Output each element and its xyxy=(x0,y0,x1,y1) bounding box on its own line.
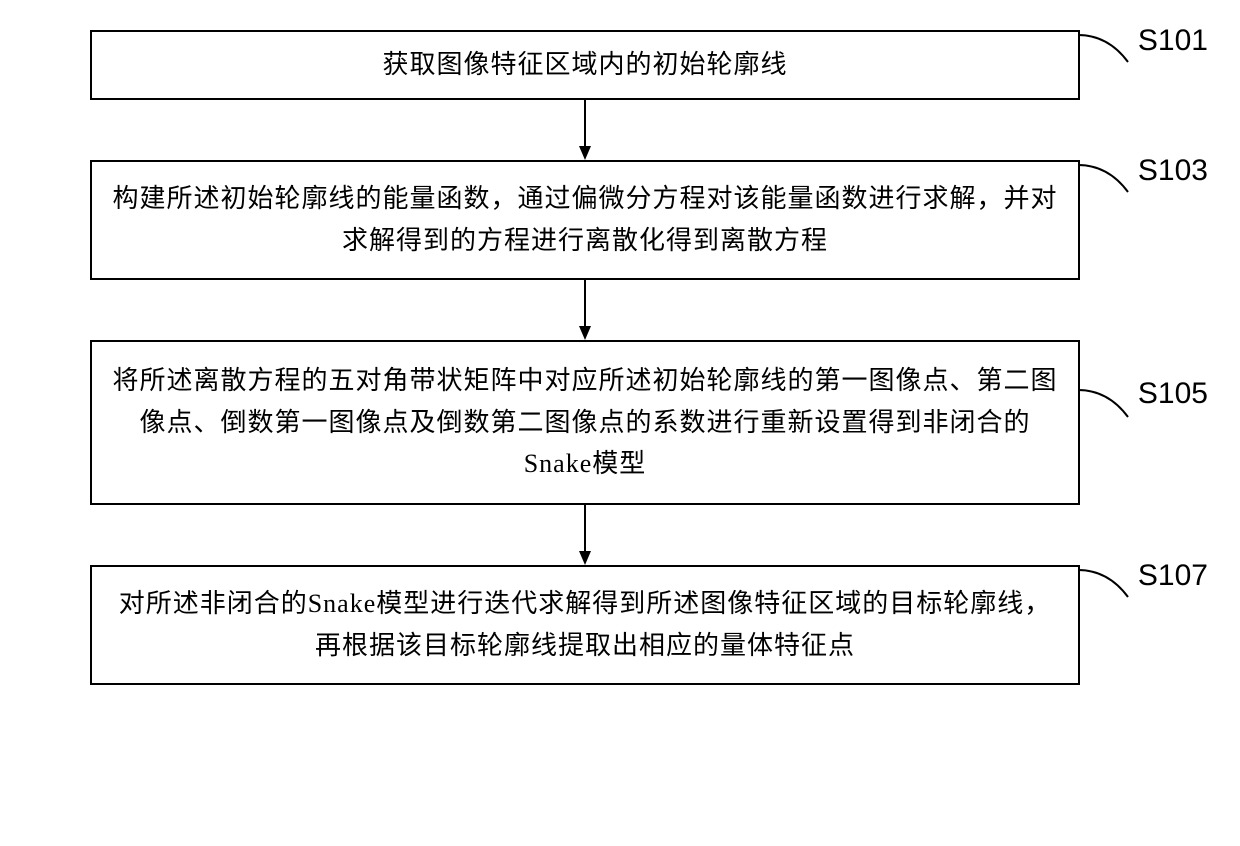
label-connector-s105 xyxy=(1078,382,1138,432)
step-text-s103: 构建所述初始轮廓线的能量函数，通过偏微分方程对该能量函数进行求解，并对求解得到的… xyxy=(112,178,1058,261)
step-label-s105: S105 xyxy=(1138,377,1208,411)
arrow-3 xyxy=(575,505,595,565)
label-connector-s101 xyxy=(1078,27,1138,77)
step-box-s105: 将所述离散方程的五对角带状矩阵中对应所述初始轮廓线的第一图像点、第二图像点、倒数… xyxy=(90,340,1080,505)
label-connector-s103 xyxy=(1078,157,1138,207)
step-box-s101: 获取图像特征区域内的初始轮廓线 S101 xyxy=(90,30,1080,100)
arrow-1 xyxy=(575,100,595,160)
step-text-s105: 将所述离散方程的五对角带状矩阵中对应所述初始轮廓线的第一图像点、第二图像点、倒数… xyxy=(112,360,1058,485)
step-label-s101: S101 xyxy=(1138,24,1208,58)
step-box-s103: 构建所述初始轮廓线的能量函数，通过偏微分方程对该能量函数进行求解，并对求解得到的… xyxy=(90,160,1080,280)
step-text-s107: 对所述非闭合的Snake模型进行迭代求解得到所述图像特征区域的目标轮廓线，再根据… xyxy=(112,583,1058,666)
step-text-s101: 获取图像特征区域内的初始轮廓线 xyxy=(382,44,787,86)
step-label-s103: S103 xyxy=(1138,154,1208,188)
label-connector-s107 xyxy=(1078,562,1138,612)
arrow-2 xyxy=(575,280,595,340)
step-label-s107: S107 xyxy=(1138,559,1208,593)
step-box-s107: 对所述非闭合的Snake模型进行迭代求解得到所述图像特征区域的目标轮廓线，再根据… xyxy=(90,565,1080,685)
